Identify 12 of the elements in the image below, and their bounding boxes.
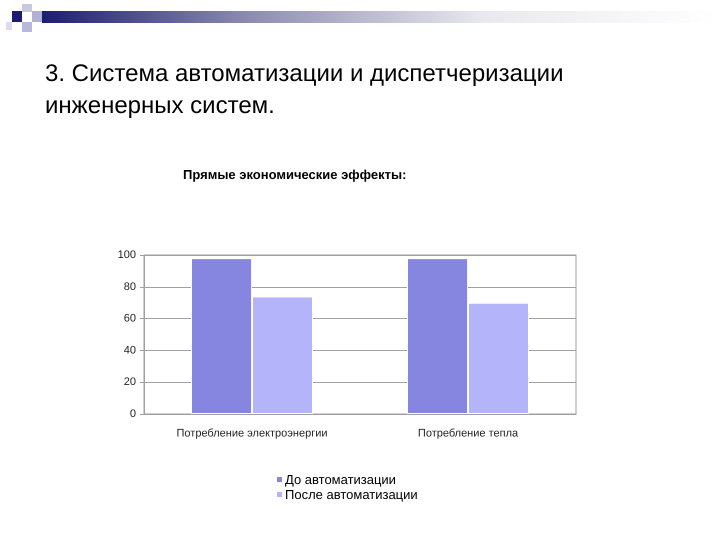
y-tick-label: 100 [118, 249, 136, 261]
x-tick-label: Потребление электроэнергии [176, 428, 328, 440]
y-tick-label: 0 [130, 408, 136, 420]
y-tick-label: 80 [124, 280, 136, 293]
chart-subtitle: Прямые экономические эффекты: [183, 167, 406, 182]
y-tick-label: 60 [124, 312, 136, 325]
y-tick-label: 40 [124, 344, 136, 356]
chart-title: 3. Система автоматизации и диспетчеризации инженерных систем. [45, 59, 564, 121]
y-tick-label: 20 [124, 376, 136, 388]
legend-label: После автоматизации [285, 487, 418, 502]
x-tick-label: Потребление тепла [418, 428, 519, 440]
legend-label: До автоматизации [285, 472, 396, 487]
